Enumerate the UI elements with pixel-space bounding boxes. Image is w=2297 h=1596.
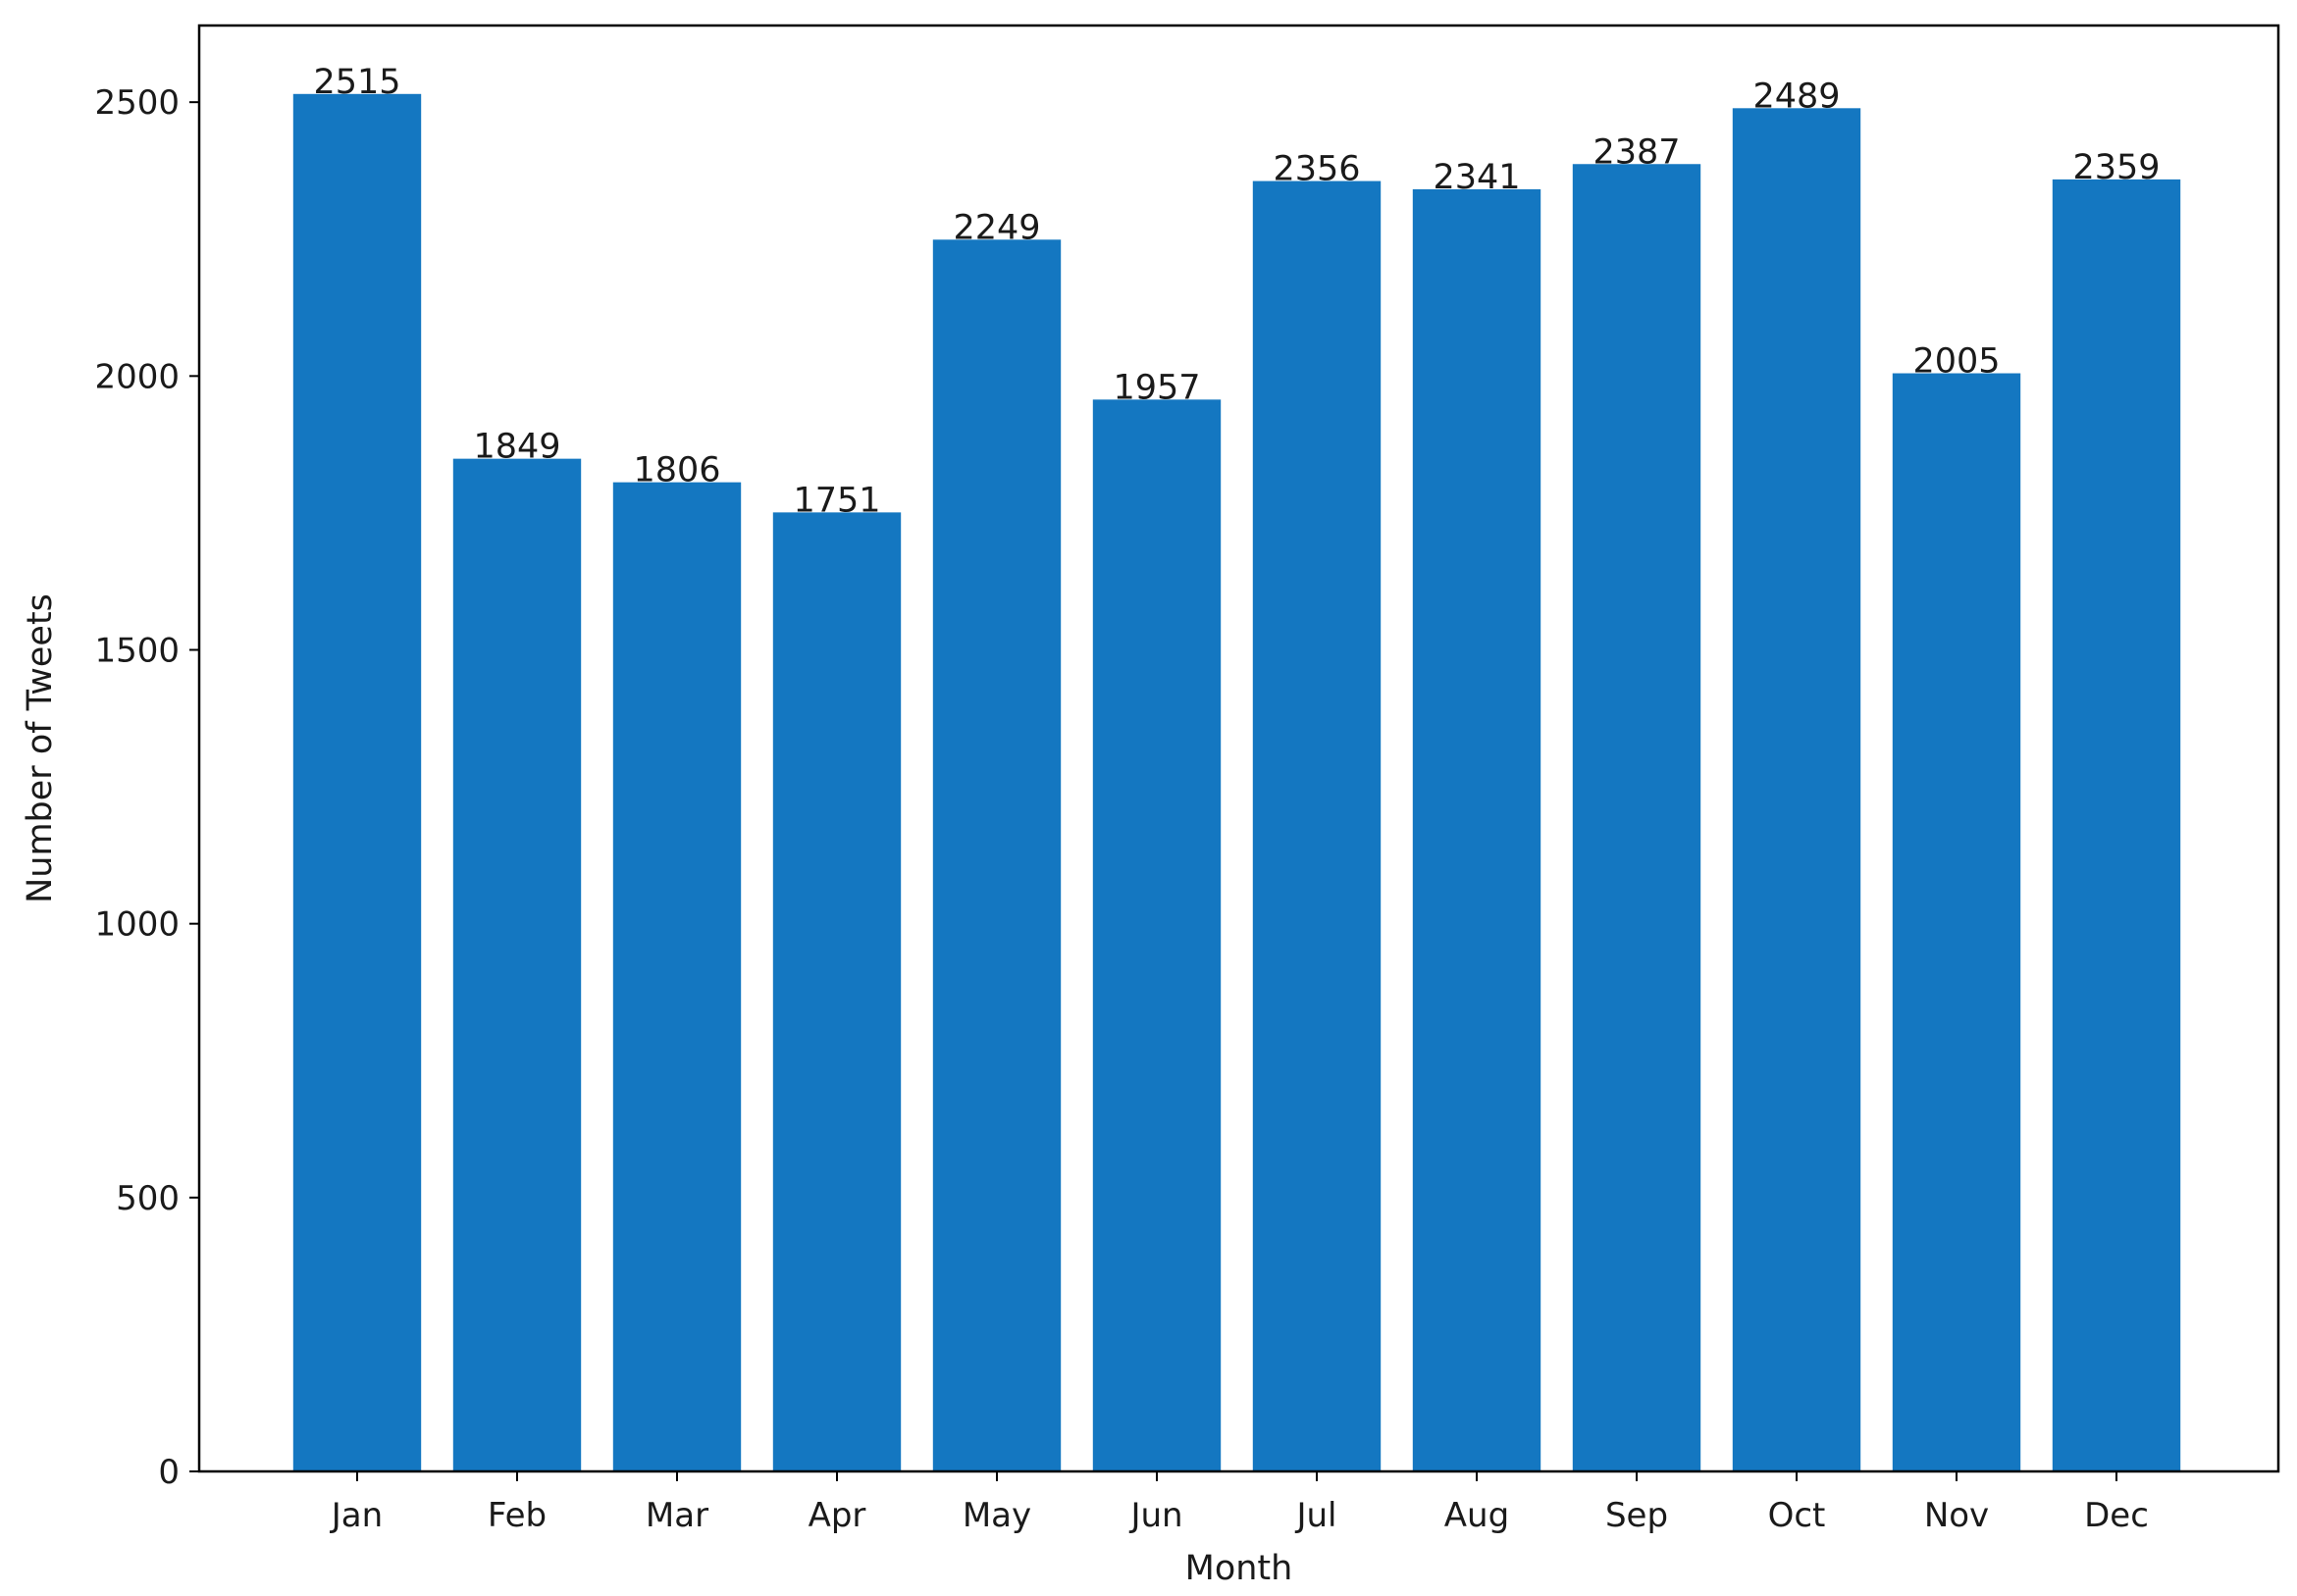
x-tick-label: Oct — [1768, 1496, 1826, 1535]
bar-jul — [1252, 180, 1382, 1472]
y-tick-label: 2500 — [94, 83, 180, 123]
data-label-jul: 2356 — [1273, 150, 1360, 189]
x-tick-label: Dec — [2084, 1496, 2149, 1535]
x-tick-label: Nov — [1924, 1496, 1989, 1535]
data-label-aug: 2341 — [1433, 158, 1520, 197]
y-axis-label: Number of Tweets — [21, 593, 60, 903]
data-label-mar: 1806 — [633, 451, 720, 490]
bar-sep — [1572, 164, 1701, 1472]
data-label-nov: 2005 — [1912, 342, 2000, 382]
x-tick-label: May — [963, 1496, 1031, 1535]
data-label-dec: 2359 — [2072, 148, 2160, 187]
data-label-may: 2249 — [953, 208, 1040, 247]
data-label-jun: 1957 — [1113, 368, 1200, 407]
data-label-apr: 1751 — [793, 481, 880, 520]
bars-layer — [292, 93, 2181, 1472]
x-tick-label: Jan — [330, 1496, 383, 1535]
bar-jan — [292, 93, 422, 1472]
bar-aug — [1412, 188, 1541, 1472]
y-tick-label: 1000 — [94, 905, 180, 945]
bar-mar — [612, 482, 742, 1471]
plot-area-frame — [197, 24, 2280, 1473]
x-tick-label: Jun — [1128, 1496, 1182, 1535]
bar-may — [932, 239, 1062, 1471]
bar-nov — [1892, 373, 2021, 1472]
y-tick-label: 500 — [116, 1179, 180, 1218]
x-tick-label: Mar — [646, 1496, 708, 1535]
y-tick-label: 0 — [158, 1453, 180, 1492]
x-tick-label: Apr — [809, 1496, 866, 1535]
data-label-jan: 2515 — [313, 63, 400, 102]
bar-jun — [1092, 399, 1222, 1471]
bar-oct — [1732, 108, 1861, 1471]
y-tick-label: 1500 — [94, 632, 180, 671]
x-tick-label: Sep — [1605, 1496, 1668, 1535]
data-label-oct: 2489 — [1752, 77, 1840, 116]
bar-feb — [452, 458, 582, 1472]
x-tick-label: Aug — [1444, 1496, 1509, 1535]
ticks-layer: Jan Feb Mar Apr May Jun Jul Aug Sep Oct Nov Dec 0 500… — [94, 83, 2148, 1535]
y-tick-label: 2000 — [94, 357, 180, 396]
bar-dec — [2052, 179, 2181, 1472]
x-axis-label: Month — [1185, 1549, 1293, 1588]
x-tick-label: Feb — [488, 1496, 547, 1535]
data-label-sep: 2387 — [1592, 132, 1680, 172]
x-tick-label: Jul — [1294, 1496, 1336, 1535]
data-labels-layer: 2515 1849 1806 1751 2249 1957 2356 2341 2387 2489… — [313, 63, 2160, 521]
bar-apr — [772, 512, 902, 1471]
data-label-feb: 1849 — [473, 428, 560, 467]
